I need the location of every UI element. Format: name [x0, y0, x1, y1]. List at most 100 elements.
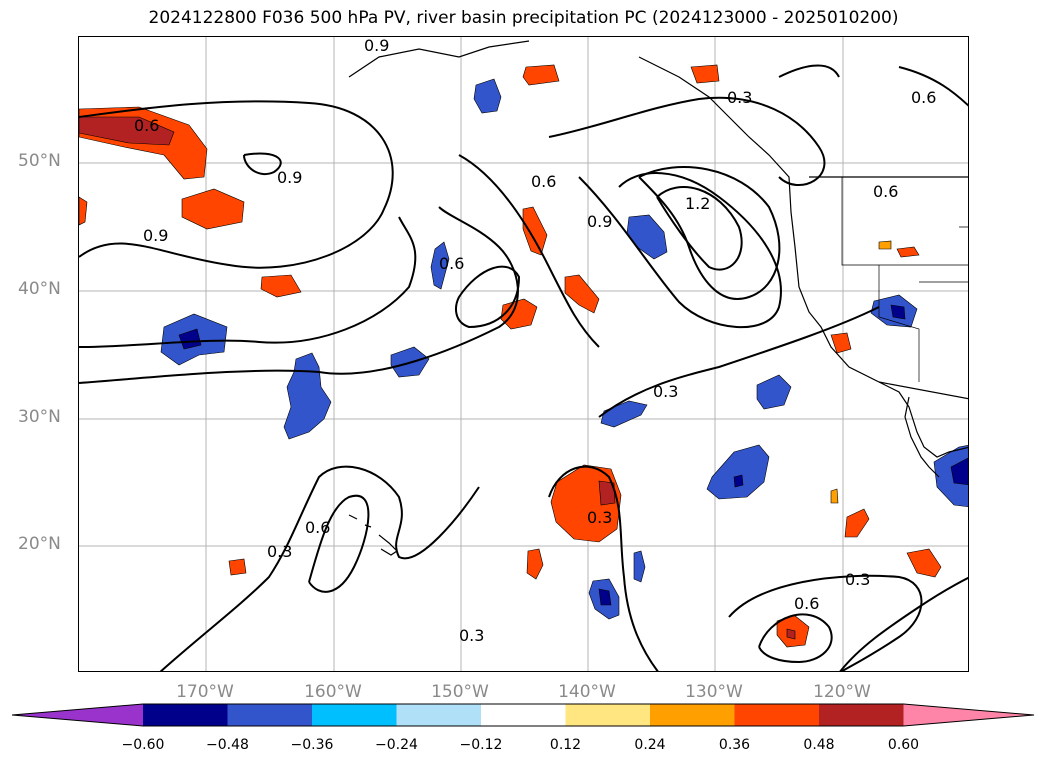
precip-region — [706, 444, 770, 500]
map-canvas: 0.9 0.6 0.9 0.9 0.6 0.6 0.9 1.2 0.3 0.6 … — [79, 37, 968, 671]
precip-region — [598, 588, 612, 606]
precip-region — [830, 488, 839, 504]
border-usa-mexico — [878, 381, 968, 400]
lon-label: 120°W — [813, 682, 871, 702]
lon-label: 150°W — [431, 682, 489, 702]
map-panel: 0.9 0.6 0.9 0.9 0.6 0.6 0.9 1.2 0.3 0.6 … — [78, 36, 969, 672]
contour-label: 0.9 — [143, 226, 168, 245]
contour-label: 0.3 — [459, 626, 484, 645]
precip-region — [522, 64, 560, 86]
precip-region — [430, 241, 450, 290]
colorbar-tick-label: −0.60 — [121, 737, 165, 753]
coastline-north-america — [348, 40, 968, 458]
precip-region — [500, 298, 538, 330]
precip-region — [79, 196, 88, 226]
precip-region — [598, 480, 616, 506]
precip-region — [633, 550, 646, 583]
contour-label: 0.3 — [267, 542, 292, 561]
contour-line — [79, 100, 394, 269]
colorbar-segment — [312, 704, 397, 726]
precip-region — [526, 548, 544, 580]
contour-line — [578, 172, 782, 328]
colorbar-tick-label: 0.24 — [634, 737, 666, 753]
precip-region — [600, 400, 648, 428]
precip-region — [906, 548, 942, 578]
precip-region — [844, 508, 870, 538]
graticule — [79, 37, 968, 671]
lat-label: 20°N — [18, 534, 61, 554]
colorbar-extend-low — [12, 704, 143, 726]
contour-line — [758, 613, 833, 664]
contour-line — [548, 465, 659, 671]
precip-region — [260, 274, 302, 298]
colorbar-segment — [227, 704, 312, 726]
colorbar-tick-label: −0.36 — [290, 737, 334, 753]
precip-region — [181, 188, 245, 230]
precip-region — [830, 332, 852, 354]
precip-region — [756, 374, 792, 410]
contour-line — [656, 186, 743, 271]
precip-region — [564, 274, 600, 314]
contour-label: 0.6 — [305, 518, 330, 537]
state-borders — [841, 177, 968, 382]
contour-label: 0.3 — [587, 508, 612, 527]
contour-line — [548, 96, 826, 187]
contour-line — [243, 152, 282, 175]
contour-line — [455, 265, 521, 329]
colorbar-extend-high — [903, 704, 1034, 726]
colorbar — [11, 703, 1035, 727]
contour-label: 0.9 — [277, 168, 302, 187]
colorbar-tick-label: −0.48 — [206, 737, 249, 753]
contour-label: 0.6 — [911, 88, 936, 107]
contour-line — [79, 216, 417, 348]
precip-region — [522, 206, 548, 256]
colorbar-segment — [819, 704, 904, 726]
contour-label: 0.9 — [364, 37, 389, 55]
precip-region — [786, 628, 796, 640]
contour-line — [839, 576, 968, 671]
contour-label: 0.3 — [727, 88, 752, 107]
colorbar-segment — [481, 704, 566, 726]
hawaii — [348, 514, 398, 556]
contour-line — [638, 166, 781, 300]
lon-label: 140°W — [558, 682, 616, 702]
colorbar-tick-label: −0.24 — [375, 737, 418, 753]
precip-region — [283, 352, 332, 440]
colorbar-segment — [734, 704, 819, 726]
contour-label: 0.3 — [653, 382, 678, 401]
precip-region — [178, 328, 202, 350]
colorbar-segment — [565, 704, 650, 726]
contour-line — [898, 66, 968, 107]
precip-region — [890, 304, 906, 320]
coastlines — [348, 40, 968, 556]
coastline-baja — [904, 396, 940, 478]
precipitation-shading — [79, 64, 968, 648]
precip-region — [626, 214, 668, 260]
colorbar-tick-label: −0.12 — [459, 737, 503, 753]
contour-label: 0.6 — [873, 182, 898, 201]
lat-label: 30°N — [18, 407, 61, 427]
colorbar-tick-label: 0.60 — [887, 737, 920, 753]
contour-label: 0.6 — [134, 116, 159, 135]
lat-label: 50°N — [18, 151, 61, 171]
colorbar-outline — [11, 703, 1035, 727]
colorbar-segment — [396, 704, 481, 726]
colorbar-segments — [11, 703, 1035, 727]
contour-line — [159, 465, 480, 671]
precip-region — [878, 240, 892, 250]
pv-contours — [79, 64, 968, 671]
contour-line — [598, 306, 880, 418]
contour-label: 0.6 — [439, 254, 464, 273]
lon-label: 170°W — [176, 682, 234, 702]
colorbar-segment — [143, 704, 228, 726]
contour-label: 0.6 — [794, 594, 819, 613]
precip-region — [950, 457, 968, 486]
contour-line — [458, 154, 600, 348]
lat-label: 40°N — [18, 279, 61, 299]
precip-region — [690, 64, 720, 84]
precip-region — [933, 445, 968, 508]
precip-region — [228, 558, 247, 576]
map-title: 2024122800 F036 500 hPa PV, river basin … — [148, 8, 899, 28]
colorbar-tick-label: 0.48 — [803, 737, 835, 753]
lon-label: 130°W — [685, 682, 743, 702]
